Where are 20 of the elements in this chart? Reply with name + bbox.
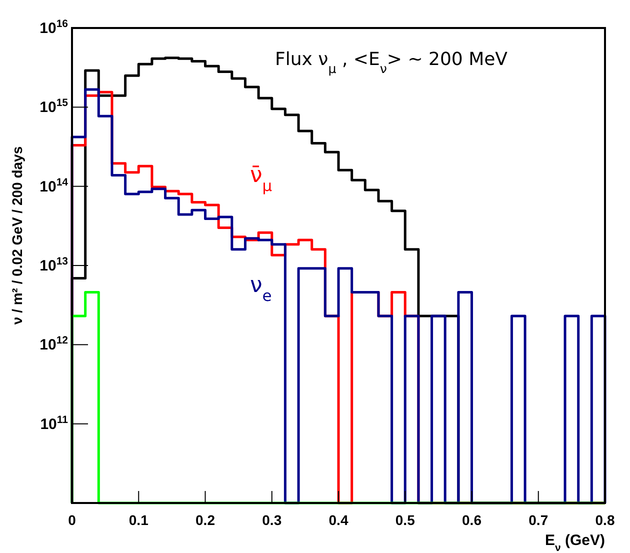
y-tick-label: 10$^{13}$ <box>40 256 68 274</box>
x-tick-label: 0.8 <box>595 512 615 528</box>
x-tick-label: 0.3 <box>262 512 282 528</box>
y-tick-label: 10$^{12}$ <box>40 334 68 354</box>
y-axis-title: ν / m² / 0.02 GeV / 200 days <box>9 146 25 325</box>
x-tick-label: 0.6 <box>462 512 482 528</box>
x-tick-label: 0.2 <box>196 512 216 528</box>
x-tick-label: 0.5 <box>395 512 416 528</box>
y-tick-label: 10$^{11}$ <box>40 414 68 433</box>
y-tick-label: 10$^{14}$ <box>40 176 68 196</box>
x-axis-title: E$_{ν}$ (GeV) <box>544 532 605 553</box>
y-tick-label: 10$^{15}$ <box>40 97 68 116</box>
x-tick-label: 0.7 <box>528 512 548 528</box>
series-label: ν$_{e}$ <box>250 273 272 305</box>
y-tick-label: 10$^{16}$ <box>40 18 68 37</box>
annotation: Flux ν$_{μ}$ , <E$_{ν}$> ~ 200 MeV <box>275 49 508 76</box>
x-tick-label: 0 <box>68 512 76 528</box>
x-tick-label: 0.1 <box>128 512 149 528</box>
x-tick-label: 0.4 <box>328 512 348 528</box>
series-label: ν̄$_{μ}$ <box>250 163 272 195</box>
